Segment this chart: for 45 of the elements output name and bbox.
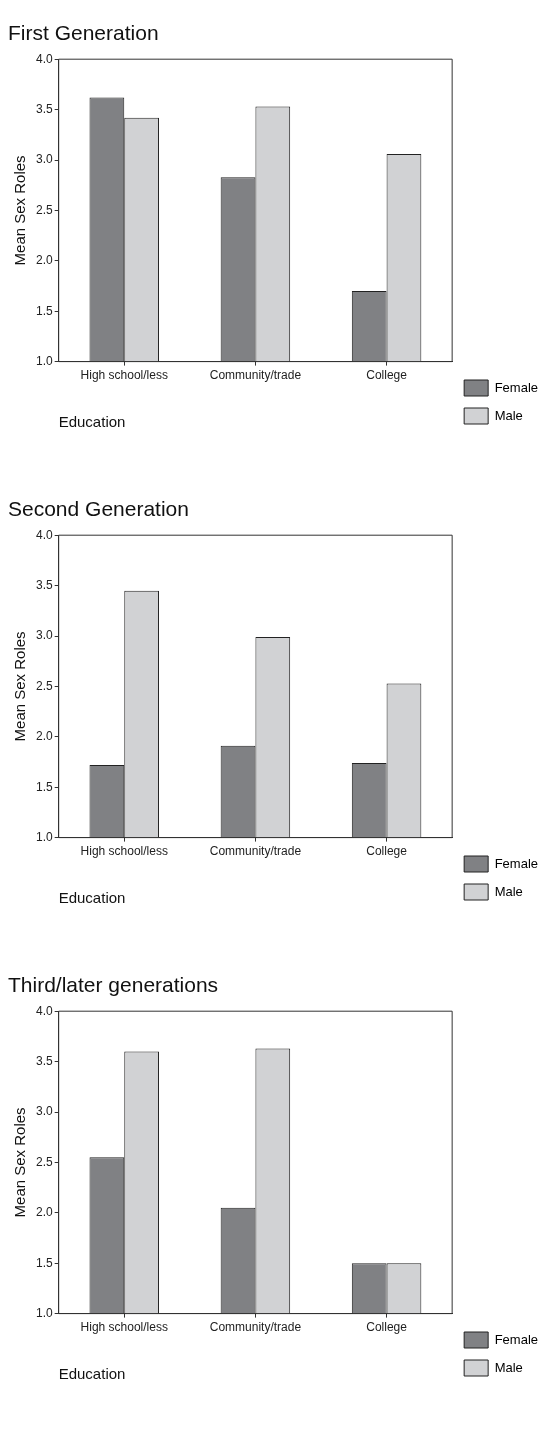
x-tick-label: Community/trade [209,844,302,859]
chart-title: Second Generation [8,497,189,521]
x-tick-label: College [366,368,408,383]
y-axis-title: Mean Sex Roles [11,631,29,742]
y-tick-label: 1.5 [35,303,53,318]
y-tick-label: 1.5 [35,1255,53,1270]
y-tick-label: 2.5 [35,678,53,693]
y-tick-label: 3.0 [35,152,53,167]
x-axis-title: Education [58,413,126,431]
y-tick-label: 3.5 [35,1053,53,1068]
x-tick-label: High school/less [80,1320,168,1335]
x-tick-label: Community/trade [209,1320,302,1335]
y-tick-label: 4.0 [35,527,53,542]
y-tick-label: 3.5 [35,577,53,592]
chart-title: First Generation [8,21,159,45]
legend-label: Male [494,883,523,899]
y-tick-label: 4.0 [35,51,53,66]
x-tick-label: High school/less [80,844,168,859]
x-tick-label: College [366,1320,408,1335]
legend-label: Female [494,379,539,395]
x-tick-label: Community/trade [209,368,302,383]
y-tick-label: 1.0 [35,1305,53,1320]
y-tick-label: 4.0 [35,1003,53,1018]
x-tick-label: College [366,844,408,859]
y-tick-label: 3.0 [35,628,53,643]
legend-label: Male [494,1359,523,1375]
y-tick-label: 1.0 [35,353,53,368]
legend-label: Male [494,407,523,423]
y-tick-label: 2.0 [35,1205,53,1220]
y-tick-label: 3.0 [35,1104,53,1119]
y-tick-label: 1.0 [35,829,53,844]
x-axis-title: Education [58,1365,126,1383]
y-tick-label: 2.5 [35,1154,53,1169]
y-tick-label: 3.5 [35,101,53,116]
chart-title: Third/later generations [8,973,219,997]
x-tick-label: High school/less [80,368,168,383]
y-tick-label: 2.5 [35,202,53,217]
y-tick-label: 2.0 [35,729,53,744]
x-axis-title: Education [58,889,126,907]
legend-label: Female [494,1331,539,1347]
legend-label: Female [494,855,539,871]
y-axis-title: Mean Sex Roles [11,155,29,266]
y-tick-label: 2.0 [35,253,53,268]
y-tick-label: 1.5 [35,779,53,794]
y-axis-title: Mean Sex Roles [11,1107,29,1218]
